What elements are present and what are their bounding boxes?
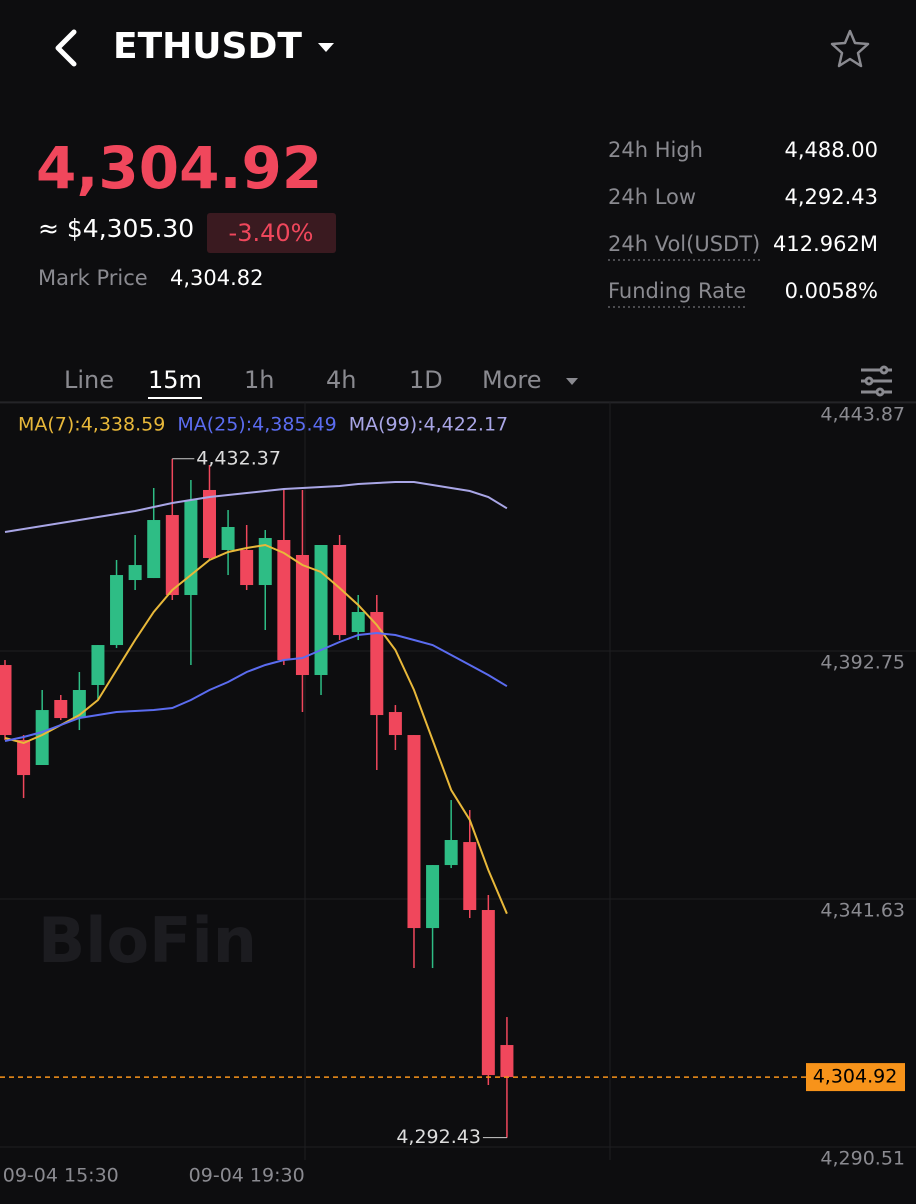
high-marker-label: 4,432.37 (196, 447, 281, 469)
y-tick-label: 4,290.51 (820, 1147, 905, 1169)
last-price-label: 4,304.92 (813, 1066, 898, 1088)
ma-legend: MA(25):4,385.49 (177, 414, 336, 436)
ma-line (4, 481, 508, 533)
candle-body (444, 840, 458, 866)
stat-label: 24h High (608, 138, 703, 162)
low-marker-label: 4,292.43 (396, 1126, 481, 1148)
candle-body (463, 842, 477, 911)
candle-body (91, 645, 105, 686)
last-price-tag (806, 1063, 905, 1092)
y-tick-label: 4,392.75 (820, 651, 905, 673)
interval-tab[interactable]: 1D (409, 366, 443, 394)
back-button[interactable] (55, 29, 77, 67)
ma-line (4, 543, 508, 915)
price-change: -3.40% (229, 219, 314, 247)
ma-legend: MA(7):4,338.59 (18, 414, 165, 436)
interval-tab[interactable]: 1h (244, 366, 274, 394)
candle-body (388, 712, 402, 736)
candle-body (0, 665, 12, 736)
candle-body (333, 544, 347, 636)
change-badge (207, 213, 336, 253)
interval-tab[interactable]: Line (64, 366, 114, 394)
stat-label: 24h Low (608, 185, 696, 209)
mark-price-label: Mark Price (38, 266, 148, 290)
candle-body (258, 538, 272, 586)
candle-body (500, 1045, 514, 1078)
candle-body (147, 520, 161, 579)
stat-label: 24h Vol(USDT) (608, 232, 760, 256)
stats: 24h High 4,488.00 24h Low 4,292.43 24h Vol(U… (608, 138, 878, 308)
candle-body (426, 865, 440, 929)
stat-label: Funding Rate (608, 279, 746, 303)
stat-value: 0.0058% (785, 279, 878, 303)
ma-legend: MA(99):4,422.17 (349, 414, 508, 436)
candle-body (407, 735, 421, 929)
settings-icon[interactable] (861, 365, 892, 397)
candle-body (221, 526, 235, 550)
candle-body (165, 515, 179, 596)
candle-body (202, 489, 216, 558)
candle-body (240, 549, 254, 586)
candle-body (314, 544, 328, 676)
y-tick-label: 4,443.87 (820, 404, 905, 426)
favorite-star[interactable] (830, 29, 870, 68)
stat-value: 4,292.43 (784, 185, 878, 209)
candle-body (54, 699, 68, 719)
interval-tabs: Line 15m 1h 4h 1D More (64, 366, 542, 399)
symbol[interactable]: ETHUSDT (113, 26, 302, 67)
last-price: 4,304.92 (36, 134, 322, 202)
stat-value: 412.962M (773, 232, 878, 256)
candle-body (295, 554, 309, 676)
ma-line (4, 631, 508, 742)
watermark: BloFin (38, 904, 257, 977)
x-tick-label: 09-04 15:30 (3, 1165, 119, 1187)
icon-knob (879, 365, 889, 375)
symbol-dropdown[interactable] (318, 43, 334, 52)
interval-tab[interactable]: 4h (326, 366, 356, 394)
candle-body (277, 540, 291, 661)
candlestick-chart: 4,443.87 4,392.75 4,341.63 4,290.51 MA(7):4,… (0, 402, 916, 1187)
mark-price: 4,304.82 (170, 266, 264, 290)
candle-body (370, 611, 384, 716)
more-dropdown[interactable] (566, 378, 578, 385)
x-tick-label: 09-04 19:30 (189, 1165, 305, 1187)
stat-value: 4,488.00 (784, 138, 878, 162)
candle-body (351, 611, 365, 633)
interval-tab[interactable]: 15m (148, 366, 202, 394)
icon-knob (864, 376, 874, 386)
candle-body (17, 740, 31, 776)
interval-tab[interactable]: More (482, 366, 542, 394)
candle-body (72, 690, 86, 719)
usd-price: ≈ $4,305.30 (38, 214, 194, 243)
icon-knob (875, 387, 885, 397)
y-tick-label: 4,341.63 (820, 899, 905, 921)
candle-body (184, 500, 198, 596)
candle-body (481, 910, 495, 1076)
candle-body (35, 710, 49, 766)
candle-body (128, 565, 142, 581)
candle-body (110, 575, 124, 646)
